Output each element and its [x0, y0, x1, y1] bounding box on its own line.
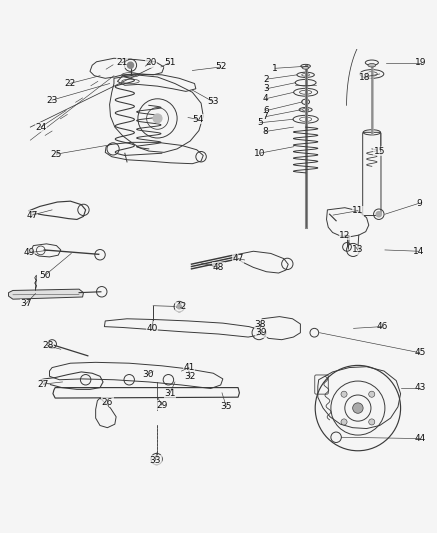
Text: 37: 37 [20, 299, 32, 308]
Text: 2: 2 [264, 75, 269, 84]
Text: 1: 1 [272, 64, 278, 73]
Text: 13: 13 [352, 246, 364, 254]
Text: 51: 51 [164, 58, 176, 67]
Text: 7: 7 [263, 112, 268, 121]
Text: 40: 40 [146, 324, 158, 333]
Circle shape [353, 403, 363, 413]
Text: 24: 24 [35, 123, 46, 132]
Text: 23: 23 [46, 95, 58, 104]
Text: 18: 18 [359, 72, 370, 82]
Text: 25: 25 [51, 150, 62, 159]
Text: 4: 4 [263, 94, 268, 103]
Circle shape [369, 391, 375, 397]
Text: 53: 53 [208, 98, 219, 107]
Text: 38: 38 [254, 319, 266, 328]
Text: 10: 10 [254, 149, 265, 158]
Text: 26: 26 [102, 398, 113, 407]
Text: 28: 28 [42, 341, 53, 350]
Circle shape [153, 114, 162, 123]
Text: 54: 54 [192, 115, 203, 124]
Text: 3: 3 [264, 84, 269, 93]
Text: 21: 21 [116, 58, 128, 67]
Text: 5: 5 [257, 118, 263, 127]
Ellipse shape [368, 63, 376, 67]
Text: 22: 22 [64, 79, 75, 88]
Text: 49: 49 [23, 248, 35, 257]
Ellipse shape [302, 67, 309, 69]
Text: 31: 31 [164, 389, 176, 398]
Text: 42: 42 [176, 302, 187, 311]
Circle shape [177, 304, 181, 309]
Text: 50: 50 [39, 271, 51, 280]
Text: 14: 14 [413, 247, 425, 256]
Text: 44: 44 [414, 434, 425, 443]
Text: 15: 15 [374, 147, 385, 156]
Text: 29: 29 [156, 400, 167, 409]
Text: 20: 20 [145, 58, 157, 67]
Text: 11: 11 [352, 206, 364, 215]
Text: 19: 19 [415, 58, 427, 67]
Text: 45: 45 [414, 348, 426, 357]
Text: 33: 33 [149, 456, 161, 465]
Text: 35: 35 [221, 402, 232, 411]
Text: 48: 48 [213, 263, 224, 272]
Circle shape [341, 419, 347, 425]
Text: 32: 32 [184, 372, 196, 381]
Circle shape [376, 212, 382, 217]
Circle shape [341, 391, 347, 397]
Text: 46: 46 [376, 322, 388, 331]
Circle shape [128, 62, 134, 68]
Text: 9: 9 [416, 199, 422, 208]
Text: 6: 6 [264, 106, 269, 115]
Text: 43: 43 [414, 383, 426, 392]
Text: 52: 52 [215, 62, 226, 71]
Text: 41: 41 [183, 363, 194, 372]
Text: 12: 12 [339, 231, 350, 240]
Text: 8: 8 [263, 127, 268, 136]
Text: 39: 39 [256, 328, 267, 337]
Text: 30: 30 [142, 370, 154, 379]
Polygon shape [9, 289, 83, 299]
Text: 27: 27 [38, 379, 49, 389]
Text: 47: 47 [232, 254, 244, 263]
Circle shape [369, 419, 375, 425]
Text: 47: 47 [26, 211, 38, 220]
